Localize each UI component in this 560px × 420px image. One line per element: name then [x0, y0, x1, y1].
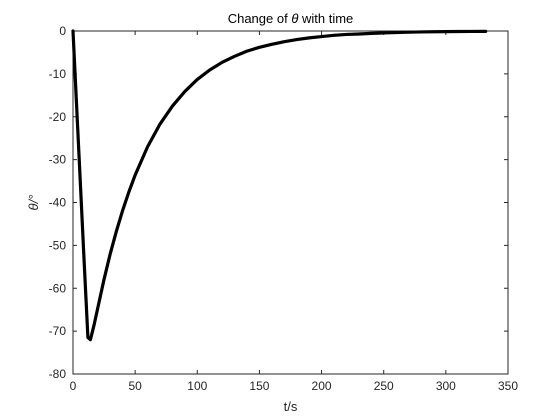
y-axis-label: θ/° — [26, 195, 41, 211]
series — [71, 29, 488, 342]
y-tick-label: 0 — [59, 24, 66, 38]
series-line — [71, 29, 488, 342]
y-tick-label: -30 — [49, 153, 67, 167]
y-tick-label: -20 — [49, 110, 67, 124]
x-tick-label: 300 — [436, 379, 456, 393]
y-tick-label: -40 — [49, 196, 67, 210]
x-tick-label: 50 — [128, 379, 142, 393]
title-symbol: θ — [291, 11, 298, 26]
plot-area — [72, 30, 509, 375]
x-axis-label: t/s — [284, 399, 298, 414]
x-tick-label: 150 — [249, 379, 269, 393]
x-tick-label: 0 — [70, 379, 77, 393]
x-tick-label: 100 — [187, 379, 207, 393]
x-tick-label: 250 — [374, 379, 394, 393]
title-suffix: with time — [298, 11, 353, 26]
x-tick-label: 200 — [312, 379, 332, 393]
y-tick-label: -60 — [49, 281, 67, 295]
title-prefix: Change of — [228, 11, 292, 26]
y-tick-label: -70 — [49, 324, 67, 338]
y-tick-label: -80 — [49, 367, 67, 381]
y-tick-label: -50 — [49, 238, 67, 252]
x-tick-label: 350 — [498, 379, 518, 393]
chart-title: Change of θ with time — [228, 11, 354, 26]
ticks: 0 50 100 150 200 250 300 350 0 -10 -20 -30 -40 -50 -60… — [49, 24, 519, 393]
y-tick-label: -10 — [49, 67, 67, 81]
